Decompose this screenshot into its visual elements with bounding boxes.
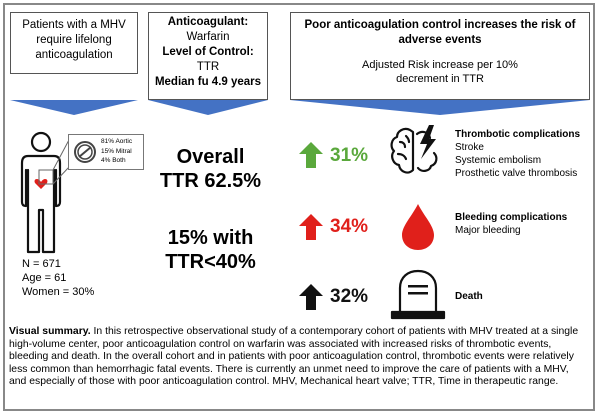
stat-age: Age = 61 [22, 272, 67, 284]
blue-arrow-anticoagulant [148, 100, 268, 115]
bleeding-item-major: Major bleeding [455, 225, 521, 236]
low-ttr-line2: TTR<40% [165, 251, 256, 273]
bleeding-category: Bleeding complications Major bleeding [455, 211, 567, 237]
valve-callout-connector [38, 137, 71, 185]
risk-box-subtitle: Adjusted Risk increase per 10% decrement… [362, 59, 518, 85]
visual-summary-caption: Visual summary. In this retrospective ob… [9, 326, 587, 389]
overall-line1: Overall [176, 146, 245, 168]
low-ttr-line1: 15% with [167, 227, 254, 249]
anticoagulant-value: Warfarin [186, 31, 230, 43]
overall-ttr: Overall TTR 62.5% [148, 145, 273, 193]
mechanical-valve-icon [74, 141, 96, 163]
risk-box: Poor anticoagulation control increases t… [290, 12, 590, 100]
death-category: Death [455, 290, 483, 303]
death-percent: 32% [330, 286, 369, 307]
patients-box: Patients with a MHV require lifelong ant… [10, 12, 138, 74]
bleeding-title: Bleeding complications [455, 212, 568, 223]
blue-arrow-patients [10, 100, 138, 115]
bleeding-percent: 34% [330, 216, 369, 237]
valve-mitral: 15% Mitral [101, 147, 132, 155]
up-arrow-green-icon [299, 142, 323, 168]
median-followup: Median fu 4.9 years [154, 76, 262, 88]
control-value: TTR [196, 61, 220, 73]
valve-legend-box: 81% Aortic 15% Mitral 4% Both [68, 134, 144, 170]
control-label: Level of Control: [162, 46, 254, 58]
stat-women: Women = 30% [22, 286, 95, 298]
anticoagulant-label: Anticoagulant: [167, 16, 249, 28]
low-ttr: 15% with TTR<40% [148, 226, 273, 274]
tombstone-icon [390, 269, 446, 320]
blue-arrow-risk [290, 100, 590, 115]
up-arrow-red-icon [299, 214, 323, 240]
up-arrow-black-icon [299, 284, 323, 310]
overall-line2: TTR 62.5% [159, 170, 262, 192]
valve-aortic: 81% Aortic [101, 138, 133, 145]
thrombotic-item-embolism: Systemic embolism [455, 155, 542, 166]
thrombotic-title: Thrombotic complications [455, 129, 581, 140]
valve-both: 4% Both [101, 157, 126, 164]
thrombotic-category: Thrombotic complications Stroke Systemic… [455, 128, 580, 180]
death-title: Death [455, 291, 483, 302]
summary-lead: Visual summary. [9, 326, 91, 337]
anticoagulant-box: Anticoagulant: Warfarin Level of Control… [148, 12, 268, 100]
patients-box-text: Patients with a MHV require lifelong ant… [22, 19, 126, 61]
stat-n: N = 671 [22, 258, 61, 270]
thrombotic-item-valve-thrombosis: Prosthetic valve thrombosis [455, 168, 578, 179]
summary-body: In this retrospective observational stud… [9, 326, 579, 388]
thrombotic-percent: 31% [330, 145, 369, 166]
risk-box-title: Poor anticoagulation control increases t… [304, 19, 576, 46]
brain-lightning-icon [390, 125, 438, 174]
thrombotic-item-stroke: Stroke [455, 142, 484, 153]
blood-drop-icon [402, 204, 434, 250]
